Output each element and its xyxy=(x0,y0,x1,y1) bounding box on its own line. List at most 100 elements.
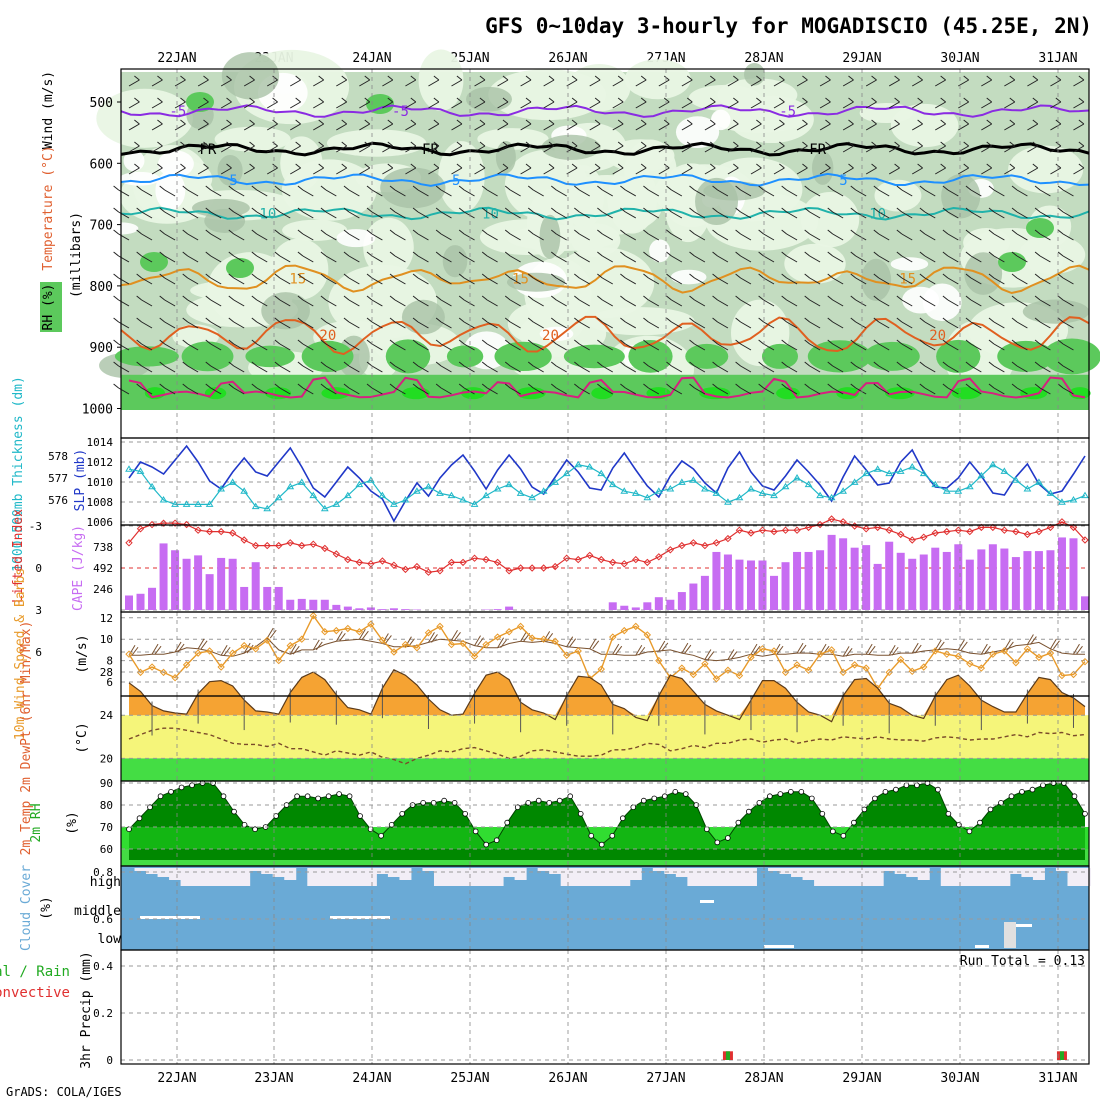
wind-barb xyxy=(1062,299,1074,307)
rh-dry-area xyxy=(1008,145,1084,194)
wind-barb-flag xyxy=(894,141,900,147)
mid-cloud-gap xyxy=(975,945,989,948)
wind-barb-flag xyxy=(228,185,235,191)
wind-barb xyxy=(210,233,222,241)
wind-barb xyxy=(809,233,821,241)
cloud-axis-unit: (%) xyxy=(39,896,54,919)
wind-barb xyxy=(1016,277,1028,285)
wind-barb-flag xyxy=(249,75,255,81)
wind-barb xyxy=(256,277,268,285)
wind-barb xyxy=(118,321,130,329)
surface-wind-barb xyxy=(980,643,988,655)
wind-speed-point xyxy=(920,663,928,671)
wind-barb-flag xyxy=(779,141,785,147)
wind-barb-flag xyxy=(136,273,142,279)
wind-barb-flag xyxy=(435,251,442,257)
wind-barb-flag xyxy=(320,339,327,345)
high-cloud-gap xyxy=(779,868,792,874)
rh-dry-area xyxy=(488,69,607,121)
wind-barb-flag xyxy=(686,141,693,147)
wind-barb-flag xyxy=(458,185,465,191)
wind-barb xyxy=(671,365,683,373)
wind-barb xyxy=(405,123,417,131)
wind-barb-flag xyxy=(159,317,165,323)
thickness-point xyxy=(493,485,502,492)
wind-barb-flag xyxy=(481,295,488,301)
wind-barb-flag xyxy=(848,141,854,147)
wind-barb xyxy=(924,365,936,373)
cape-bar xyxy=(182,558,191,610)
wind-tick-label: 8 xyxy=(106,655,113,668)
rh-mid-band xyxy=(121,827,1089,849)
surface-wind-barb xyxy=(243,642,251,654)
rh-low-level-blob xyxy=(997,340,1055,372)
wind-barb-flag xyxy=(942,361,949,367)
wind-barb xyxy=(786,277,798,285)
thickness-tick-label: 576 xyxy=(48,494,68,507)
wind-barb-flag xyxy=(251,229,258,235)
wind-barb xyxy=(1062,365,1074,373)
wind-barb-flag xyxy=(735,229,741,235)
wind-barb xyxy=(579,343,590,351)
wind-barb-flag xyxy=(274,273,281,279)
surface-wind-barb xyxy=(681,642,689,654)
surface-wind-barb-flag xyxy=(983,645,991,655)
wind-speed-point xyxy=(977,664,986,672)
wind-barb-flag xyxy=(504,361,511,367)
wind-barb xyxy=(1039,299,1051,307)
surface-wind-barb-flag xyxy=(960,641,968,651)
lifted-index-point xyxy=(1000,526,1009,534)
rh-point xyxy=(168,788,174,795)
wind-barb xyxy=(279,211,291,219)
wind-barb-flag xyxy=(297,361,304,367)
wind-barb-flag xyxy=(643,295,649,301)
wind-barb-flag xyxy=(758,295,764,301)
wind-barb xyxy=(878,365,890,373)
wind-barb xyxy=(128,123,140,131)
wind-barb xyxy=(290,79,301,87)
cape-bar xyxy=(770,575,779,610)
wind-barb-flag xyxy=(343,185,350,191)
wind-barb-flag xyxy=(1078,97,1085,103)
wind-barb-flag xyxy=(182,273,189,279)
wind-barb xyxy=(935,79,946,87)
wind-barb-flag xyxy=(827,383,834,389)
wind-barb-flag xyxy=(182,185,189,191)
surface-wind-barb-flag xyxy=(477,637,484,646)
wind-barb-flag xyxy=(274,361,281,367)
lifted-index-point xyxy=(390,561,398,569)
wind-barb xyxy=(266,167,278,175)
wind-barb-flag xyxy=(182,207,189,213)
wind-barb-flag xyxy=(758,185,764,191)
slp-series-line xyxy=(128,444,1086,523)
cape-bar xyxy=(654,597,663,610)
surface-wind-barb-flag xyxy=(730,651,738,660)
wind-barb-flag xyxy=(871,141,877,147)
wind-barb xyxy=(187,233,199,241)
wind-barb-flag xyxy=(157,163,163,169)
wind-barb xyxy=(763,343,775,351)
wind-barb xyxy=(210,255,222,263)
wind-barb xyxy=(947,233,959,241)
high-cloud-gap xyxy=(330,868,343,886)
wind-barb xyxy=(602,299,614,307)
wind-barb-flag xyxy=(435,229,442,235)
high-cloud-gap xyxy=(1032,868,1045,880)
wind-barb xyxy=(786,211,798,219)
isotherm-label: FR xyxy=(199,142,216,158)
wind-barb-flag xyxy=(274,383,281,389)
wind-barb-flag xyxy=(1034,317,1041,323)
wind-barb xyxy=(533,211,544,219)
wind-speed-point xyxy=(286,641,294,650)
wind-barb xyxy=(371,343,383,351)
wind-barb-flag xyxy=(712,295,718,301)
cape-bar xyxy=(240,586,249,610)
wind-barb xyxy=(302,365,314,373)
rh-moist-area xyxy=(466,86,512,112)
wind-barb-flag xyxy=(1032,163,1039,169)
thickness-point xyxy=(701,485,709,492)
wind-barb xyxy=(128,145,140,153)
rh-moist-blob xyxy=(226,258,254,278)
wind-barb-flag xyxy=(366,361,373,367)
wind-barb xyxy=(233,365,245,373)
